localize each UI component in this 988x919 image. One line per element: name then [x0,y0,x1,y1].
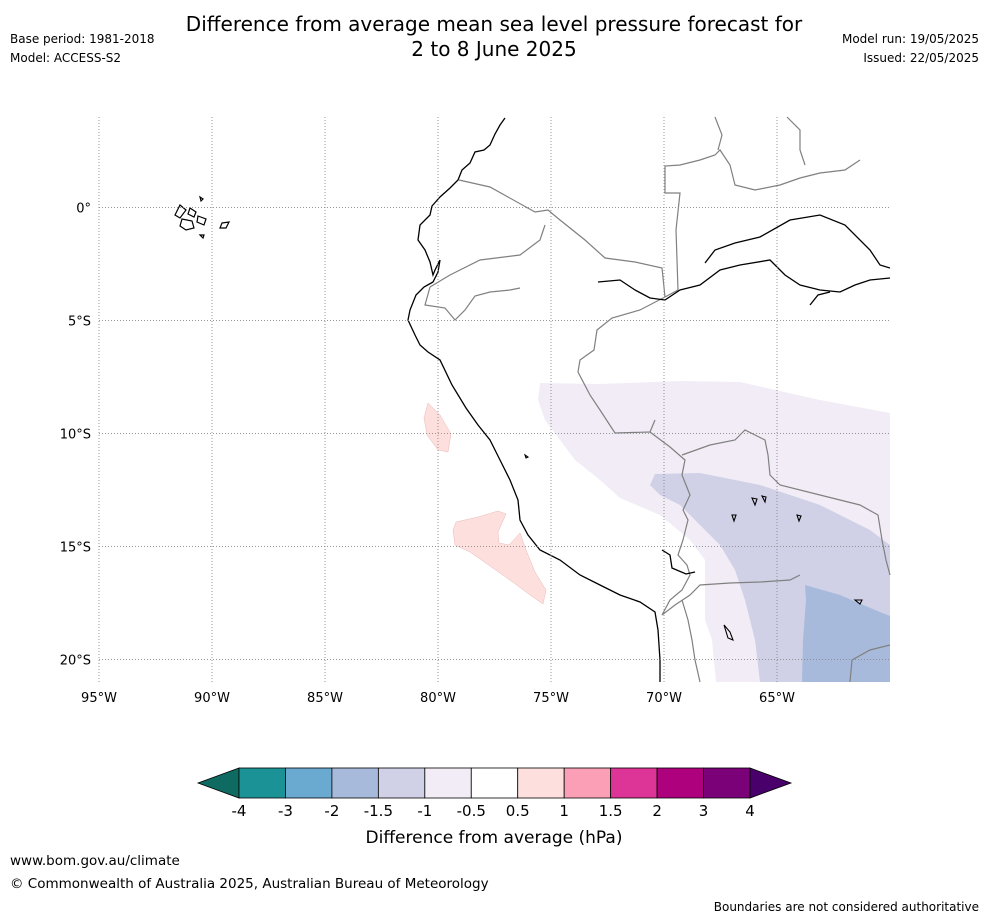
latitude-label-1: 5°S [68,314,91,329]
colorbar-swatch-7 [563,767,612,799]
footer-url: www.bom.gov.au/climate [10,853,180,869]
meta-left: Base period: 1981-2018 Model: ACCESS-S2 [10,32,155,70]
colorbar-swatch-6 [517,767,565,799]
colorbar-label: Difference from average (hPa) [366,828,623,848]
footer-disclaimer: Boundaries are not considered authoritat… [714,900,979,914]
latitude-label-0: 0° [76,201,91,216]
colorbar-swatch-2 [331,767,379,799]
longitude-label-0: 95°W [81,691,117,706]
longitude-label-5: 70°W [646,691,682,706]
colorbar-tick-9: 2 [652,802,662,820]
anomaly-region-pos-0.5-to-1-south [452,510,547,605]
colorbar-tick-6: 0.5 [506,802,530,820]
colorbar-tick-8: 1.5 [599,802,623,820]
colorbar-swatch-9 [656,767,704,799]
colorbar-tick-11: 4 [745,802,755,820]
longitude-label-1: 90°W [194,691,230,706]
model-name: Model: ACCESS-S2 [10,51,122,65]
colorbar-tick-10: 3 [699,802,709,820]
colorbar [196,767,793,799]
colorbar-swatch-3 [377,767,426,799]
country-boundaries [424,116,891,683]
colorbar-swatch-4 [424,767,472,799]
meta-right: Model run: 19/05/2025 Issued: 22/05/2025 [842,32,979,70]
longitude-label-4: 75°W [533,691,569,706]
colorbar-tick-5: -0.5 [457,802,486,820]
colorbar-tick-3: -1.5 [364,802,393,820]
longitude-labels: 95°W 90°W 85°W 80°W 75°W 70°W 65°W [81,691,795,706]
colorbar-tick-2: -2 [324,802,339,820]
base-period: Base period: 1981-2018 [10,32,155,46]
lakes [523,453,863,641]
title-line-1: Difference from average mean sea level p… [185,12,803,36]
map-title: Difference from average mean sea level p… [0,12,988,62]
colorbar-swatch-10 [703,767,751,799]
graticule [98,117,890,682]
coastlines [407,117,891,682]
colorbar-tick-7: 1 [559,802,569,820]
issued-date: Issued: 22/05/2025 [863,51,979,65]
colorbar-ticks: -4 -3 -2 -1.5 -1 -0.5 0.5 1 1.5 2 3 4 [232,802,755,820]
colorbar-swatch-8 [610,767,658,799]
colorbar-swatch-0 [238,767,286,799]
latitude-labels: 0° 5°S 10°S 15°S 20°S [60,201,91,668]
colorbar-tick-0: -4 [232,802,247,820]
longitude-label-3: 80°W [420,691,456,706]
latitude-label-2: 10°S [60,427,91,442]
latitude-label-4: 20°S [60,653,91,668]
colorbar-over-arrow [749,767,793,799]
title-line-2: 2 to 8 June 2025 [411,37,577,61]
latitude-label-3: 15°S [60,540,91,555]
longitude-label-6: 65°W [759,691,795,706]
anomaly-region-neg-1.5-to-neg-2 [802,585,890,682]
colorbar-swatch-5 [470,767,519,799]
galapagos-islands [174,195,231,240]
anomaly-fields [423,381,890,682]
colorbar-tick-4: -1 [417,802,432,820]
colorbar-tick-1: -3 [278,802,293,820]
footer-copyright: © Commonwealth of Australia 2025, Austra… [10,876,489,892]
colorbar-under-arrow [196,767,240,799]
longitude-label-2: 85°W [307,691,343,706]
colorbar-swatch-1 [285,767,333,799]
anomaly-region-pos-0.5-to-1-north [423,402,452,453]
model-run: Model run: 19/05/2025 [841,32,979,46]
